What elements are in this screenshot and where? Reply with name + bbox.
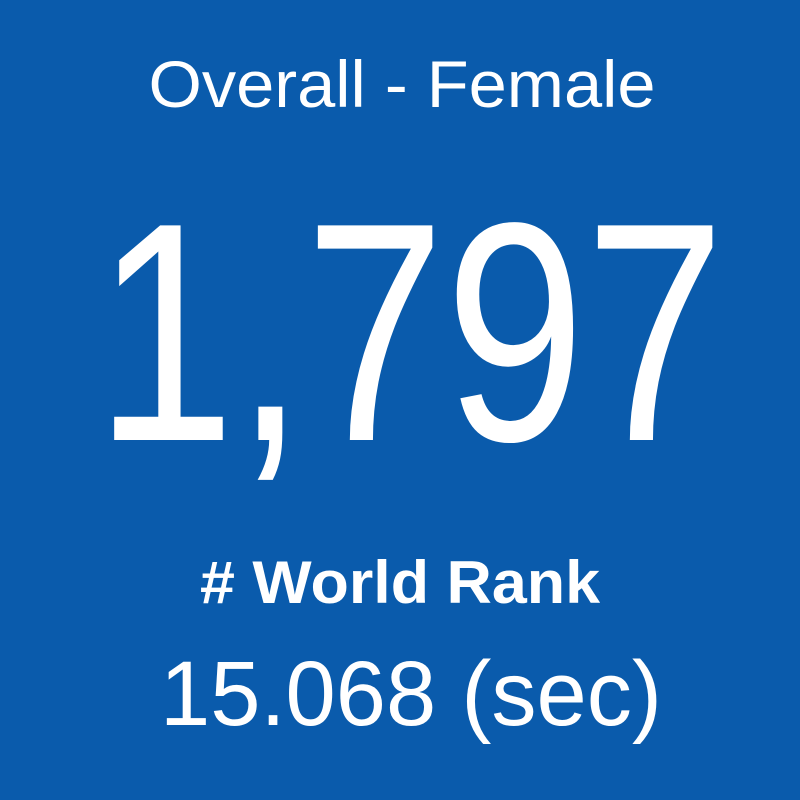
time-value: 15.068 (sec) (160, 643, 662, 745)
rank-label: # World Rank (200, 549, 601, 616)
rank-value: 1,797 (95, 159, 725, 507)
tile-title: Overall - Female (149, 47, 656, 121)
